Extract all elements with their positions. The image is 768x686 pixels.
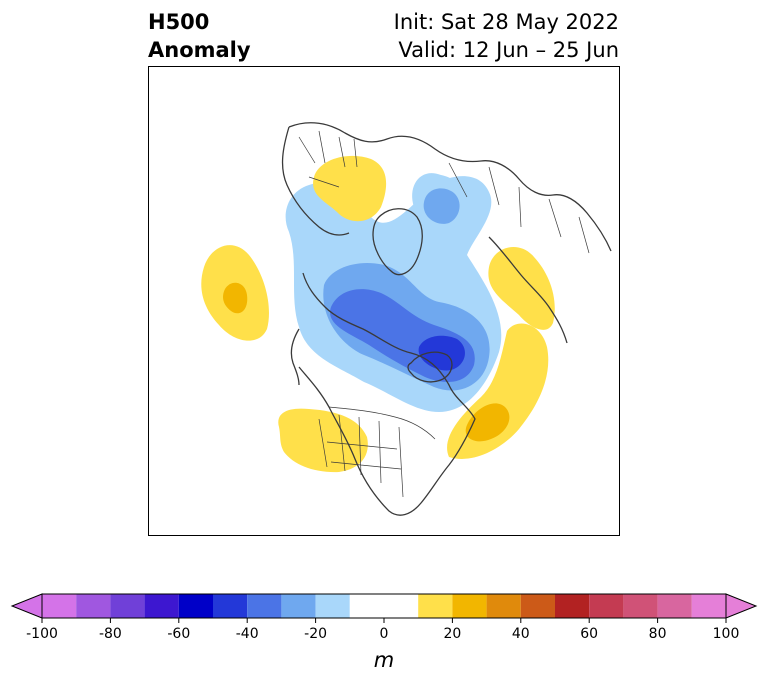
colorbar-segment [452, 594, 487, 618]
siberia-coast [488, 236, 568, 344]
colorbar-tick-label: -40 [235, 626, 259, 642]
us-canada-border [328, 406, 436, 440]
positive-siberia-ridge [488, 246, 555, 330]
title-right: Init: Sat 28 May 2022 Valid: 12 Jun – 25… [394, 8, 619, 64]
colorbar-outline [41, 593, 727, 619]
colorbar-segment [315, 594, 350, 618]
colorbar-segment [657, 594, 692, 618]
colorbar-tick-label: 40 [511, 626, 530, 642]
colorbar-segment [555, 594, 590, 618]
us-state-borders [318, 414, 404, 498]
colorbar-segment [281, 594, 316, 618]
colorbar-segment [349, 594, 419, 618]
title-left: H500 Anomaly [148, 8, 251, 64]
europe-coast [281, 126, 350, 236]
colorbar-tick-label: 80 [648, 626, 667, 642]
colorbar-tick-label: 100 [712, 626, 740, 642]
colorbar-segment [589, 594, 624, 618]
colorbar-low-extension [10, 593, 43, 619]
asia-borders [448, 162, 590, 254]
colorbar-ticks [41, 618, 727, 623]
colorbar-segment [247, 594, 282, 618]
map-svg [149, 67, 619, 535]
colorbar-segment [623, 594, 658, 618]
colorbar-tick-label: -80 [98, 626, 122, 642]
colorbar-tick-label: -100 [26, 626, 58, 642]
colorbar-tick-label: -60 [167, 626, 191, 642]
positive-north-pacific-ridge-core [223, 282, 248, 314]
positive-north-atlantic-ridge-core [465, 403, 510, 442]
init-date: Init: Sat 28 May 2022 [393, 10, 619, 34]
colorbar-segment [42, 594, 77, 618]
anomaly-map [148, 66, 620, 536]
colorbar-segment [178, 594, 213, 618]
colorbar-segment [520, 594, 555, 618]
europe-borders [298, 130, 358, 188]
coastline-layer [281, 122, 612, 516]
colorbar [10, 593, 758, 623]
title-variable: H500 [148, 10, 210, 34]
colorbar-segment [144, 594, 179, 618]
colorbar-tick-label: 20 [443, 626, 462, 642]
colorbar-segment [213, 594, 248, 618]
colorbar-segment [486, 594, 521, 618]
valid-range: Valid: 12 Jun – 25 Jun [398, 38, 619, 62]
colorbar-segments [42, 594, 726, 618]
greenland-coast [372, 208, 423, 276]
colorbar-segment [110, 594, 145, 618]
border-layer [298, 130, 590, 498]
title-type: Anomaly [148, 38, 251, 62]
colorbar-tick-label: 0 [379, 626, 389, 642]
north-america-coast [298, 272, 476, 516]
colorbar-segment [418, 594, 453, 618]
colorbar-high-extension [725, 593, 758, 619]
positive-scandinavia-ridge [313, 155, 387, 222]
colorbar-segment [76, 594, 111, 618]
hudson-bay-coast [407, 351, 453, 383]
colorbar-tick-label: -20 [304, 626, 328, 642]
positive-anomaly-layer [201, 155, 555, 473]
positive-western-us-ridge [278, 408, 368, 473]
colorbar-tick-label: 60 [580, 626, 599, 642]
eurasia-coast [288, 122, 612, 252]
negative-barents-trough-mid [423, 188, 460, 224]
colorbar-segment [691, 594, 726, 618]
colorbar-unit-label: m [373, 648, 395, 672]
alaska-coast [290, 328, 300, 386]
